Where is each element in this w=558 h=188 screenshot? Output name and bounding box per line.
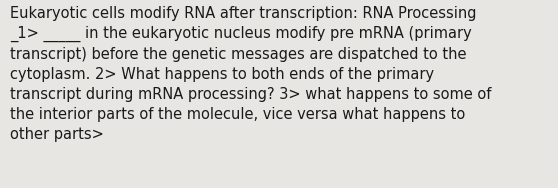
Text: Eukaryotic cells modify RNA after transcription: RNA Processing
_1> _____ in the: Eukaryotic cells modify RNA after transc…	[10, 6, 492, 142]
